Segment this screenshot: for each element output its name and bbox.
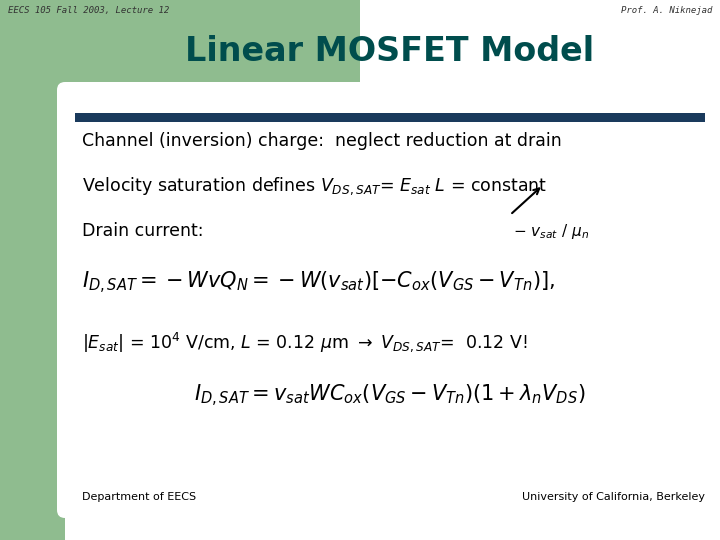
Text: Department of EECS: Department of EECS xyxy=(82,492,196,502)
Bar xyxy=(0,0,65,540)
Text: University of California, Berkeley: University of California, Berkeley xyxy=(522,492,705,502)
Text: EECS 105 Fall 2003, Lecture 12: EECS 105 Fall 2003, Lecture 12 xyxy=(8,6,169,15)
Text: Channel (inversion) charge:  neglect reduction at drain: Channel (inversion) charge: neglect redu… xyxy=(82,132,562,150)
Text: $I_{D,SAT} = -Wv Q_N = -W(v_{sat})[-C_{ox}(V_{GS}-V_{Tn})],$: $I_{D,SAT} = -Wv Q_N = -W(v_{sat})[-C_{o… xyxy=(82,270,555,296)
Text: $-\ v_{sat}\ /\ \mu_n$: $-\ v_{sat}\ /\ \mu_n$ xyxy=(513,222,589,241)
Bar xyxy=(75,113,705,122)
Text: $|E_{sat}|$ = 10$^4$ V/cm, $L$ = 0.12 $\mu$m $\rightarrow$ $V_{DS,SAT}$=  0.12 V: $|E_{sat}|$ = 10$^4$ V/cm, $L$ = 0.12 $\… xyxy=(82,330,528,354)
Bar xyxy=(0,0,360,90)
Text: Velocity saturation defines $V_{DS,SAT}$= $E_{sat}$ $L$ = constant: Velocity saturation defines $V_{DS,SAT}$… xyxy=(82,175,547,197)
Text: Prof. A. Niknejad: Prof. A. Niknejad xyxy=(621,6,712,15)
Text: Drain current:: Drain current: xyxy=(82,222,204,240)
FancyBboxPatch shape xyxy=(57,82,718,518)
Text: $I_{D,SAT} = v_{sat}WC_{ox}(V_{GS}-V_{Tn})(1+\lambda_n V_{DS})$: $I_{D,SAT} = v_{sat}WC_{ox}(V_{GS}-V_{Tn… xyxy=(194,383,586,409)
Text: Linear MOSFET Model: Linear MOSFET Model xyxy=(186,35,595,68)
